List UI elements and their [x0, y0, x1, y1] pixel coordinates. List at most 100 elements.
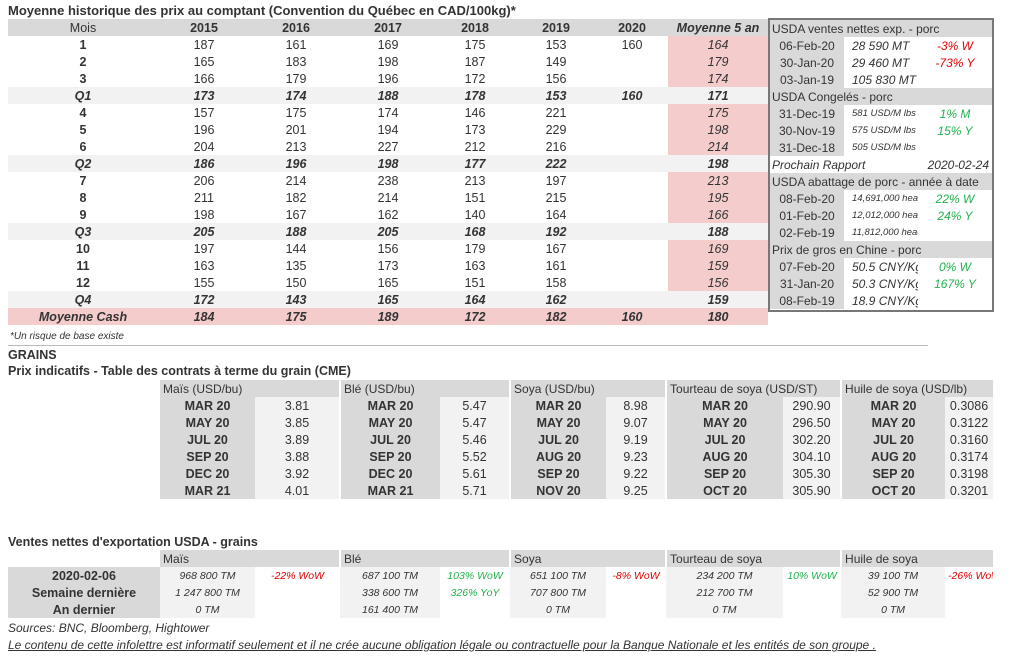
disclaimer: Le contenu de cette infolettre est infor… — [8, 638, 876, 652]
change: 1% M — [939, 106, 971, 121]
row-label: 7 — [79, 173, 87, 188]
change: -73% Y — [935, 55, 975, 70]
box-section-header: Prix de gros en Chine - porc — [770, 241, 992, 258]
volume: 212 700 TM — [666, 584, 784, 601]
value-cell: 166 — [193, 71, 215, 86]
value-cell: 182 — [285, 190, 307, 205]
column-header: Soya — [509, 550, 667, 567]
row-label: Q1 — [8, 87, 158, 104]
contract-month: MAY 20 — [160, 414, 255, 431]
price: 3.85 — [255, 414, 341, 431]
value-cell: 197 — [193, 241, 215, 256]
column-header: Blé (USD/bu) — [339, 380, 511, 397]
box-data-row: 31-Jan-20 50.3 CNY/Kg 167% Y — [770, 275, 992, 292]
month-row: 4 157 175 174 146 221 175 — [8, 104, 768, 121]
grain-futures-table: Maïs (USD/bu) Blé (USD/bu) Soya (USD/bu) To… — [160, 380, 994, 499]
value-cell: 194 — [377, 122, 399, 137]
row-label: 8 — [79, 190, 87, 205]
change — [440, 601, 511, 618]
volume: 161 400 TM — [340, 601, 441, 618]
price: 0.3198 — [945, 465, 994, 482]
value-cell: 222 — [516, 155, 596, 172]
contract-month: MAY 20 — [840, 414, 946, 431]
row-label: 3 — [79, 71, 87, 86]
value-cell: 180 — [668, 308, 768, 325]
month-row: 12 155 150 165 151 158 156 — [8, 274, 768, 291]
price: 290.90 — [783, 397, 842, 414]
column-header: 2017 — [342, 19, 434, 36]
price: 3.81 — [255, 397, 341, 414]
date: 31-Dec-19 — [770, 105, 844, 122]
change: -26% WoW — [945, 567, 994, 584]
value-cell: 171 — [668, 87, 768, 104]
row-label: 4 — [79, 105, 87, 120]
value-cell: 214 — [377, 190, 399, 205]
date: 06-Feb-20 — [770, 37, 844, 54]
value-cell: 213 — [464, 173, 486, 188]
date: 30-Jan-20 — [770, 54, 844, 71]
column-header: Maïs — [160, 550, 341, 567]
month-row: 11 163 135 173 163 161 159 — [8, 257, 768, 274]
price: 5.47 — [440, 397, 511, 414]
contract-month: MAY 20 — [665, 414, 784, 431]
price: 305.30 — [783, 465, 842, 482]
column-header: 2015 — [158, 19, 250, 36]
value-cell: 198 — [668, 121, 768, 138]
value-cell: 172 — [434, 308, 516, 325]
pork-usda-box: USDA ventes nettes exp. - porc 06-Feb-20 2… — [768, 18, 994, 312]
value-cell: 156 — [377, 241, 399, 256]
value-cell: 158 — [545, 275, 567, 290]
contract-month: AUG 20 — [840, 448, 946, 465]
value-cell: 213 — [668, 172, 768, 189]
volume: 968 800 TM — [160, 567, 255, 584]
change: 167% Y — [934, 276, 976, 291]
change — [783, 584, 842, 601]
value-cell — [596, 257, 668, 274]
value-cell: 143 — [250, 291, 342, 308]
value-cell: 151 — [464, 190, 486, 205]
grains-table-title: Prix indicatifs - Table des contrats à t… — [8, 364, 351, 378]
value-cell — [596, 223, 668, 240]
volume: 687 100 TM — [340, 567, 441, 584]
price: 4.01 — [255, 482, 341, 499]
value-cell: 173 — [464, 122, 486, 137]
contract-month: MAR 20 — [509, 397, 607, 414]
box-data-row: 08-Feb-19 18.9 CNY/Kg — [770, 292, 992, 309]
month-row: 10 197 144 156 179 167 169 — [8, 240, 768, 257]
row-label: 10 — [76, 241, 90, 256]
value-cell: 188 — [250, 223, 342, 240]
value-cell: 179 — [668, 53, 768, 70]
date: 07-Feb-20 — [770, 258, 844, 275]
section-title: USDA abattage de porc - année à date — [770, 173, 992, 190]
value-cell: 205 — [158, 223, 250, 240]
contract-month: MAR 21 — [339, 482, 441, 499]
column-header: Mois — [8, 19, 158, 36]
change: 22% W — [935, 191, 975, 206]
value-cell — [596, 172, 668, 189]
contract-month: SEP 20 — [665, 465, 784, 482]
value-cell: 155 — [193, 275, 215, 290]
volume: 0 TM — [841, 601, 946, 618]
row-label: 2020-02-06 — [8, 567, 160, 584]
row-label: Moyenne Cash — [8, 308, 158, 325]
contract-month: MAR 21 — [160, 482, 255, 499]
value-cell: 205 — [342, 223, 434, 240]
row-label: 2 — [79, 54, 87, 69]
volume: 1 247 800 TM — [160, 584, 255, 601]
value-cell: 151 — [464, 275, 486, 290]
value-cell: 175 — [668, 104, 768, 121]
value-cell: 179 — [285, 71, 307, 86]
value-cell: 164 — [668, 36, 768, 53]
price: 296.50 — [783, 414, 842, 431]
value-cell: 206 — [193, 173, 215, 188]
value-cell: 172 — [464, 71, 486, 86]
value-cell: 169 — [668, 240, 768, 257]
month-row: 2 165 183 198 187 149 179 — [8, 53, 768, 70]
row-label: 6 — [79, 139, 87, 154]
column-header: Moyenne 5 an — [668, 19, 768, 36]
price: 9.25 — [606, 482, 667, 499]
row-label: Semaine dernière — [8, 584, 160, 601]
value-cell: 164 — [434, 291, 516, 308]
date: 31-Dec-18 — [770, 139, 844, 156]
volume: 0 TM — [510, 601, 607, 618]
